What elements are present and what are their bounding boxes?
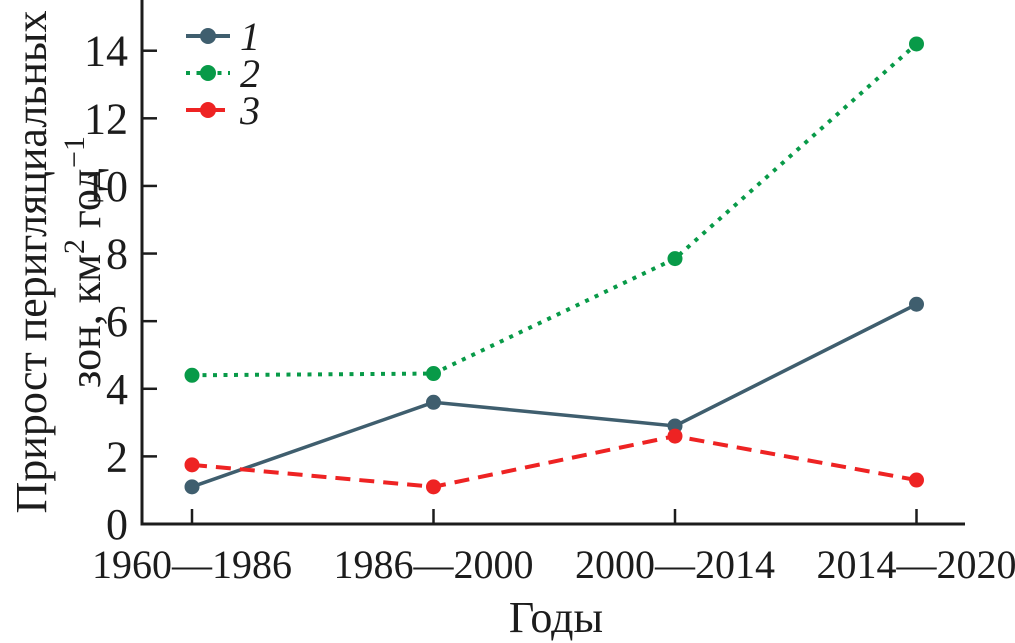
- y-tick-label: 10: [84, 162, 128, 211]
- legend-label-1: 1: [240, 14, 260, 59]
- y-tick-label: 12: [84, 94, 128, 143]
- y-tick-label: 2: [106, 432, 128, 481]
- legend-label-3: 3: [239, 88, 260, 133]
- series-1-marker: [909, 296, 924, 312]
- x-tick-label: 1986—2000: [334, 542, 534, 587]
- y-tick-label: 6: [106, 297, 128, 346]
- series-3-marker: [667, 428, 683, 444]
- y-tick-label: 0: [106, 500, 128, 549]
- series-3-marker: [909, 472, 924, 488]
- legend-label-2: 2: [240, 51, 260, 96]
- series-2-marker: [909, 36, 924, 52]
- series-1-line: [191, 302, 918, 489]
- legend-swatch-marker: [200, 102, 216, 118]
- legend-swatch-marker: [200, 28, 216, 44]
- x-tick-label: 1960—1986: [92, 542, 292, 587]
- series-3-line: [191, 434, 917, 489]
- legend-swatch-marker: [200, 65, 216, 81]
- series-1-marker: [184, 479, 200, 495]
- x-tick-label: 2014—2020: [817, 542, 1015, 587]
- y-tick-label: 8: [106, 230, 128, 279]
- series-2-marker: [667, 251, 683, 267]
- y-axis-title-line1: Прирост перигляциальных: [7, 11, 56, 514]
- series-1-marker: [426, 394, 441, 410]
- x-tick-label: 2000—2014: [575, 542, 775, 587]
- y-tick-label: 4: [106, 365, 128, 414]
- series-2-marker: [426, 366, 441, 382]
- series-lines: [184, 36, 924, 495]
- y-tick-label: 14: [84, 27, 128, 76]
- y-axis-title-line2: зон, км2 год−1: [58, 136, 110, 388]
- x-axis-title: Годы: [509, 593, 603, 642]
- series-3-marker: [426, 479, 441, 495]
- series-2-marker: [184, 367, 200, 383]
- series-3-marker: [184, 457, 200, 473]
- series-2-line: [191, 42, 918, 378]
- legend: 123: [186, 14, 260, 133]
